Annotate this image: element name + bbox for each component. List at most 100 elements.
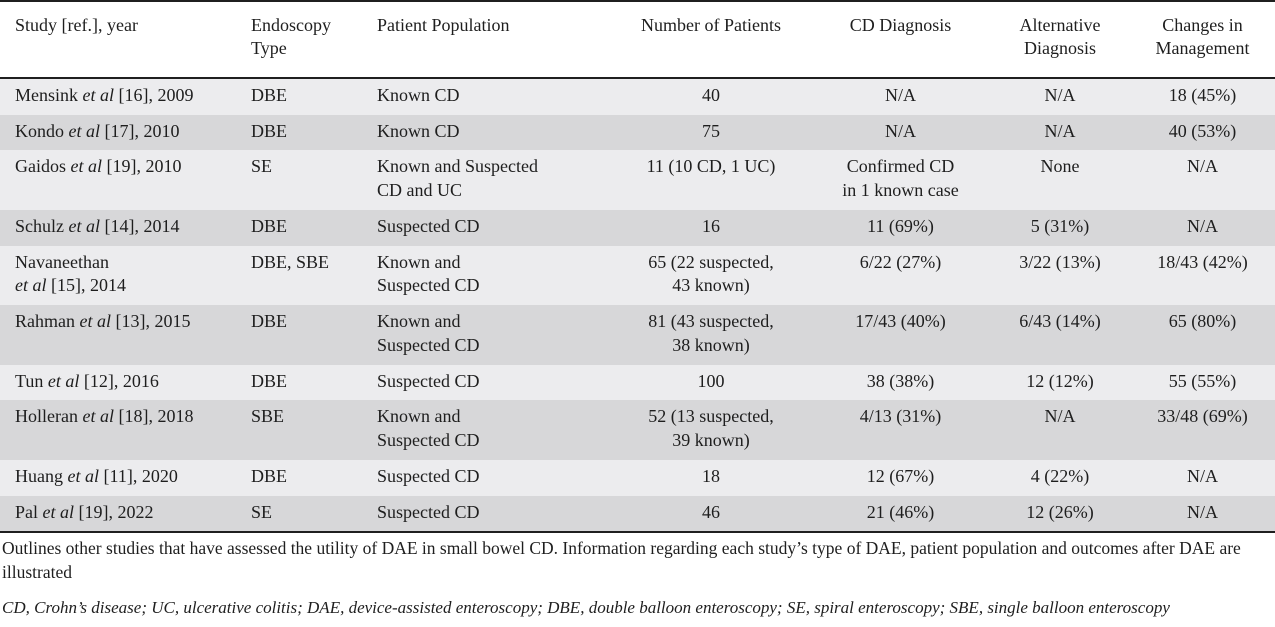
table-row: Huang et al [11], 2020 DBE Suspected CD … [0,459,1275,496]
alternative-diagnosis-cell: None [1040,156,1080,177]
table-row: Gaidos et al [19], 2010 SE Known and Sus… [0,150,1275,210]
study-ref-year: [19], 2010 [102,156,182,177]
patient-population-cell: Suspected CD [377,370,480,391]
study-cell: Navaneethan et al [15], 2014 [0,246,245,306]
changes-in-management-cell: 33/48 (69%) [1157,406,1248,427]
changes-in-management-cell: N/A [1187,501,1218,522]
header-study: Study [ref.], year [0,1,245,79]
endoscopy-type-cell: DBE [251,215,287,236]
patient-population-cell: Known CD [377,84,460,105]
table-row: Rahman et al [13], 2015 DBE Known and Su… [0,305,1275,365]
patient-population-cell: Known CD [377,120,460,141]
number-of-patients-cell: 52 (13 suspected, 39 known) [648,406,774,451]
changes-in-management-cell: 55 (55%) [1168,370,1237,391]
study-ref-year: [12], 2016 [79,370,159,391]
study-name: Holleran [15,406,83,427]
etal-text: et al [68,120,101,141]
etal-text: et al [15,275,47,296]
header-cd-diagnosis: CD Diagnosis [811,1,990,79]
etal-text: et al [82,84,115,105]
patient-population-cell: Known and Suspected CD [377,251,480,296]
abbreviations-note: CD, Crohn’s disease; UC, ulcerative coli… [2,597,1170,617]
study-ref-year: [16], 2009 [114,84,194,105]
endoscopy-type-cell: DBE, SBE [251,251,330,272]
table-row: Navaneethan et al [15], 2014 DBE, SBE Kn… [0,245,1275,306]
table-body: Mensink et al [16], 2009 DBE Known CD 40… [0,77,1275,533]
study-ref-year: [13], 2015 [111,311,191,332]
number-of-patients-cell: 100 [697,370,725,391]
number-of-patients-cell: 11 (10 CD, 1 UC) [646,156,776,177]
cd-diagnosis-cell: 12 (67%) [866,465,935,486]
alternative-diagnosis-cell: 5 (31%) [1030,215,1090,236]
study-name: Tun [15,370,48,391]
study-cell: Holleran et al [18], 2018 [0,400,245,460]
header-row: Study [ref.], year Endoscopy Type Patien… [0,1,1275,79]
study-ref-year: [11], 2020 [99,465,178,486]
patient-population-cell: Known and Suspected CD and UC [377,156,538,201]
etal-text: et al [47,370,80,391]
study-cell: Gaidos et al [19], 2010 [0,150,245,210]
changes-in-management-cell: 65 (80%) [1168,311,1237,332]
cd-diagnosis-cell: 17/43 (40%) [855,311,946,332]
alternative-diagnosis-cell: 6/43 (14%) [1019,311,1101,332]
endoscopy-type-cell: SE [251,156,273,177]
alternative-diagnosis-cell: 4 (22%) [1030,465,1090,486]
study-ref-year: [17], 2010 [100,120,180,141]
patient-population-cell: Known and Suspected CD [377,311,480,355]
etal-text: et al [79,311,112,332]
table-row: Mensink et al [16], 2009 DBE Known CD 40… [0,77,1275,115]
table-row: Kondo et al [17], 2010 DBE Known CD 75 N… [0,114,1275,151]
study-ref-year: [15], 2014 [46,275,126,296]
etal-text: et al [70,156,103,177]
number-of-patients-cell: 40 [702,84,720,105]
study-cell: Tun et al [12], 2016 [0,365,245,401]
cd-diagnosis-cell: Confirmed CD in 1 known case [842,156,959,201]
changes-in-management-cell: 18/43 (42%) [1157,251,1248,272]
alternative-diagnosis-cell: 12 (26%) [1026,501,1094,522]
endoscopy-type-cell: DBE [251,311,287,332]
study-name: Kondo [15,120,69,141]
cd-diagnosis-cell: 11 (69%) [867,215,934,236]
table-row: Tun et al [12], 2016 DBE Suspected CD 10… [0,364,1275,401]
endoscopy-type-cell: DBE [251,370,287,391]
changes-in-management-cell: N/A [1187,215,1218,236]
number-of-patients-cell: 81 (43 suspected, 38 known) [648,311,774,355]
changes-in-management-cell: N/A [1187,156,1218,177]
study-cell: Mensink et al [16], 2009 [0,78,245,115]
header-changes-in-management: Changes in Management [1130,1,1275,79]
patient-population-cell: Suspected CD [377,465,480,486]
table-caption-note: Outlines other studies that have assesse… [2,538,1241,582]
cd-diagnosis-cell: 21 (46%) [866,501,935,522]
header-patient-population: Patient Population [371,1,611,79]
study-ref-year: [18], 2018 [113,406,194,427]
table-row: Holleran et al [18], 2018 SBE Known and … [0,400,1275,460]
endoscopy-type-cell: DBE [251,84,287,105]
cd-diagnosis-cell: N/A [885,120,916,141]
study-ref-year: [14], 2014 [100,215,180,236]
number-of-patients-cell: 46 [702,501,720,522]
patient-population-cell: Suspected CD [377,215,480,236]
cd-diagnosis-cell: N/A [885,84,916,105]
alternative-diagnosis-cell: N/A [1044,406,1076,427]
study-ref-year: [19], 2022 [74,501,154,522]
number-of-patients-cell: 16 [702,215,720,236]
changes-in-management-cell: 40 (53%) [1168,120,1237,141]
study-name: Mensink [15,84,83,105]
alternative-diagnosis-cell: 12 (12%) [1026,370,1094,391]
cd-diagnosis-cell: 4/13 (31%) [859,406,942,427]
header-alternative-diagnosis: Alternative Diagnosis [990,1,1130,79]
study-cell: Huang et al [11], 2020 [0,460,245,496]
table-row: Pal et al [19], 2022 SE Suspected CD 46 … [0,495,1275,533]
cd-diagnosis-cell: 38 (38%) [866,370,935,391]
cd-diagnosis-cell: 6/22 (27%) [859,251,942,272]
study-name: Rahman [15,311,80,332]
number-of-patients-cell: 18 [702,465,720,486]
study-name: Huang [15,465,68,486]
study-name: Pal [15,501,43,522]
study-cell: Kondo et al [17], 2010 [0,115,245,151]
study-name: Schulz [15,215,69,236]
study-cell: Rahman et al [13], 2015 [0,305,245,365]
etal-text: et al [42,501,75,522]
changes-in-management-cell: 18 (45%) [1168,84,1237,105]
alternative-diagnosis-cell: N/A [1044,84,1076,105]
